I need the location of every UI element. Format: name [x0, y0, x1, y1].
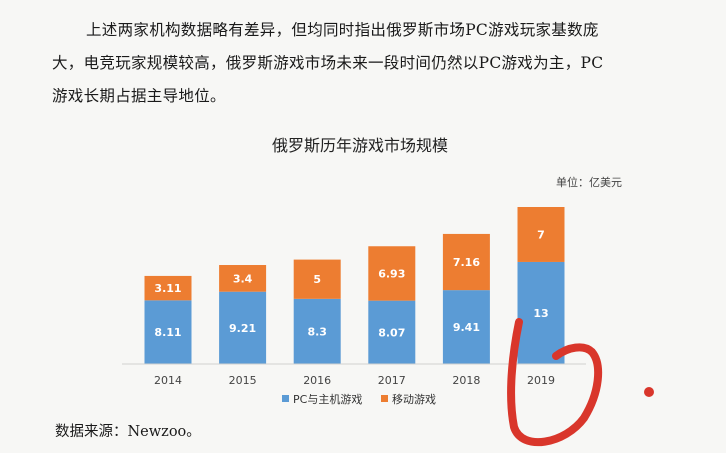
bars-group: 8.11 3.11 9.21 3.4 8.3 5 8.07 6.93 9.41 7.16 13 7: [144, 207, 565, 364]
bar-mobile-2015: [219, 265, 267, 292]
bar-mobile-2014: [144, 275, 192, 301]
x-tick-label: 2019: [527, 374, 555, 387]
data-label: 8.3: [307, 325, 327, 338]
bar-pc-console-2014: [144, 300, 192, 364]
legend-swatch: [282, 395, 289, 402]
bar-pc-console-2017: [368, 300, 416, 364]
bar-mobile-2017: [368, 246, 416, 301]
bar-mobile-2018: [442, 233, 490, 291]
bar-pc-console-2018: [442, 290, 490, 364]
data-label: 9.41: [453, 321, 480, 334]
bar-pc-console-2016: [293, 298, 341, 364]
chart-title: 俄罗斯历年游戏市场规模: [272, 136, 448, 155]
x-tick-label: 2015: [229, 374, 257, 387]
data-label: 7.16: [453, 256, 480, 269]
data-label: 7: [537, 228, 545, 241]
data-label: 6.93: [378, 267, 405, 280]
legend-swatch: [381, 395, 388, 402]
paragraph-line: 大，电竞玩家规模较高，俄罗斯游戏市场未来一段时间仍然以PC游戏为主，PC: [52, 54, 604, 72]
data-label: 3.11: [154, 282, 181, 295]
x-tick-label: 2018: [452, 374, 480, 387]
paragraph-line: 游戏长期占据主导地位。: [52, 87, 226, 105]
data-label: 5: [313, 273, 321, 286]
x-tick-label: 2014: [154, 374, 182, 387]
bar-mobile-2019: [517, 207, 565, 262]
data-label: 3.4: [233, 272, 253, 285]
chart-unit-label: 单位：亿美元: [556, 175, 622, 189]
bar-mobile-2016: [293, 259, 341, 299]
data-label: 8.11: [154, 326, 181, 339]
legend-label: 移动游戏: [392, 393, 436, 406]
bar-pc-console-2015: [219, 291, 267, 364]
x-tick-label: 2017: [378, 374, 406, 387]
body-paragraph: 上述两家机构数据略有差异，但均同时指出俄罗斯市场PC游戏玩家基数庞 大，电竞玩家…: [52, 14, 692, 113]
source-note: 数据来源：Newzoo。: [55, 424, 201, 440]
data-label: 13: [533, 307, 548, 320]
data-label: 8.07: [378, 326, 405, 339]
x-tick-label: 2016: [303, 374, 331, 387]
x-tick-labels: 2014 2015 2016 2017 2018 2019: [154, 374, 555, 387]
data-label: 9.21: [229, 322, 256, 335]
paragraph-line: 上述两家机构数据略有差异，但均同时指出俄罗斯市场PC游戏玩家基数庞: [86, 21, 599, 39]
legend-label: PC与主机游戏: [293, 392, 362, 406]
chart-legend: PC与主机游戏 移动游戏: [282, 392, 436, 406]
